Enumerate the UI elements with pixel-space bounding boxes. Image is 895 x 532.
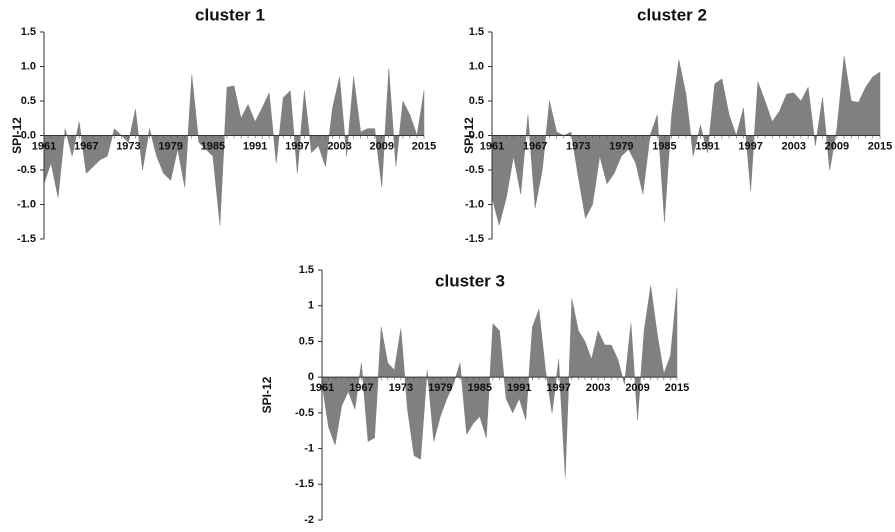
x-tick-label: 1961 (310, 382, 334, 394)
y-tick-label: -0.5 (17, 164, 36, 176)
y-axis-label: SPI-12 (260, 376, 274, 413)
y-tick-label: 0.5 (469, 95, 484, 107)
area (43, 68, 425, 226)
x-tick-label: 1991 (507, 382, 531, 394)
x-tick-label: 1967 (349, 382, 373, 394)
y-tick-label: -1.0 (17, 198, 36, 210)
x-tick-label: 1967 (523, 140, 547, 152)
x-tick-label: 1979 (158, 140, 182, 152)
y-tick-label: -1.5 (17, 233, 36, 245)
y-tick-label: 1.0 (21, 60, 36, 72)
x-tick-label: 2009 (825, 140, 849, 152)
area (321, 285, 678, 478)
y-tick-label: 1.5 (21, 26, 36, 38)
chart-title: cluster 3 (435, 271, 505, 290)
x-tick-label: 2015 (868, 140, 892, 152)
y-tick-label: 0.0 (21, 129, 36, 141)
x-tick-label: 1973 (566, 140, 590, 152)
y-tick-label: 1 (308, 300, 314, 312)
x-tick-label: 1961 (480, 140, 504, 152)
x-tick-label: 1985 (468, 382, 492, 394)
x-tick-label: 2009 (370, 140, 394, 152)
x-tick-label: 1973 (116, 140, 140, 152)
y-tick-label: -1 (304, 442, 314, 454)
y-tick-label: 0.5 (299, 335, 314, 347)
y-tick-label: -1.0 (465, 198, 484, 210)
y-tick-label: -1.5 (295, 478, 314, 490)
x-tick-label: 2003 (327, 140, 351, 152)
chart-title: cluster 2 (637, 5, 707, 24)
y-tick-label: -2 (304, 514, 314, 526)
x-tick-label: 1961 (32, 140, 56, 152)
x-tick-label: 1979 (428, 382, 452, 394)
area (491, 56, 881, 227)
y-tick-label: 0 (308, 371, 314, 383)
x-tick-label: 1973 (389, 382, 413, 394)
y-tick-label: -1.5 (465, 233, 484, 245)
x-tick-label: 1997 (285, 140, 309, 152)
x-tick-label: 1991 (695, 140, 719, 152)
x-tick-label: 1997 (738, 140, 762, 152)
y-tick-label: 1.5 (299, 264, 314, 276)
x-tick-label: 2009 (625, 382, 649, 394)
y-tick-label: -0.5 (465, 164, 484, 176)
x-tick-label: 2015 (665, 382, 689, 394)
y-tick-label: 1.5 (469, 26, 484, 38)
x-tick-label: 1979 (609, 140, 633, 152)
y-tick-label: 0.5 (21, 95, 36, 107)
x-tick-label: 1991 (243, 140, 267, 152)
y-tick-label: 0.0 (469, 129, 484, 141)
x-tick-label: 1967 (74, 140, 98, 152)
x-tick-label: 2003 (782, 140, 806, 152)
y-tick-label: -0.5 (295, 407, 314, 419)
x-tick-label: 1997 (546, 382, 570, 394)
x-tick-label: 2015 (412, 140, 436, 152)
y-axis-label: SPI-12 (462, 117, 476, 154)
x-tick-label: 1985 (652, 140, 676, 152)
y-tick-label: 1.0 (469, 60, 484, 72)
chart-title: cluster 1 (195, 5, 265, 24)
x-tick-label: 1985 (201, 140, 225, 152)
y-axis-label: SPI-12 (10, 117, 24, 154)
x-tick-label: 2003 (586, 382, 610, 394)
